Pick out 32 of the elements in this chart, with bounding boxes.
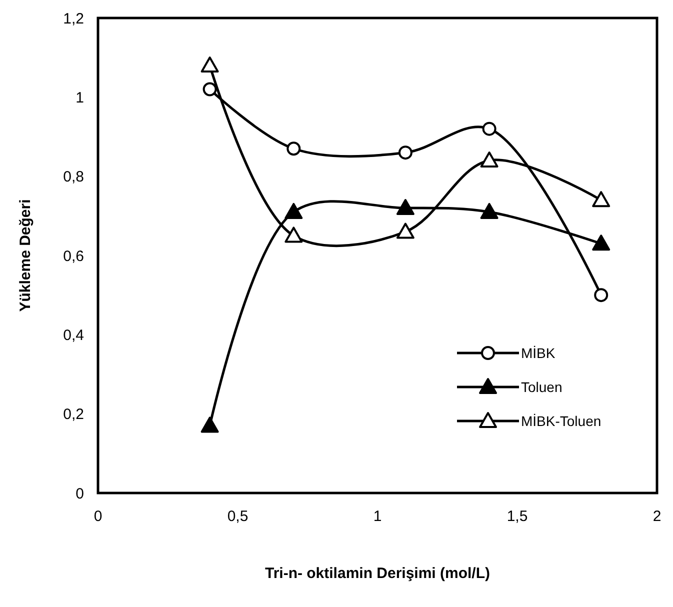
y-tick-label: 1,2 [63,10,84,28]
x-tick-label: 0,5 [227,508,248,525]
point [284,202,303,219]
y-tick-label: 1 [76,89,84,106]
y-axis-title: Yükleme Değeri [17,199,34,312]
x-tick-label: 2 [652,508,662,525]
legend-label: MİBK [521,344,556,361]
x-axis-title: Tri-n- oktilamin Derişimi (mol/L) [264,565,490,582]
point [480,202,498,219]
point [398,146,412,160]
point [482,122,496,136]
x-tick-label: 0 [94,508,102,525]
legend-label: Toluen [521,378,562,395]
y-tick-label: 0,2 [63,406,84,424]
point [200,416,219,433]
point [286,142,301,156]
point [480,152,498,168]
point [594,288,608,302]
y-tick-label: 0,4 [63,326,84,344]
point [200,56,219,72]
point [202,82,217,96]
y-tick-label: 0,6 [63,248,84,265]
point [284,226,303,243]
point [396,199,414,215]
legend-label: MİBK-Toluen [521,412,602,429]
point [396,222,414,239]
x-tick-label: 1,5 [506,508,528,525]
y-tick-label: 0,8 [63,168,84,186]
point [592,234,610,251]
point [592,191,610,208]
x-tick-label: 1 [373,508,382,525]
y-tick-label: 0 [76,485,84,502]
